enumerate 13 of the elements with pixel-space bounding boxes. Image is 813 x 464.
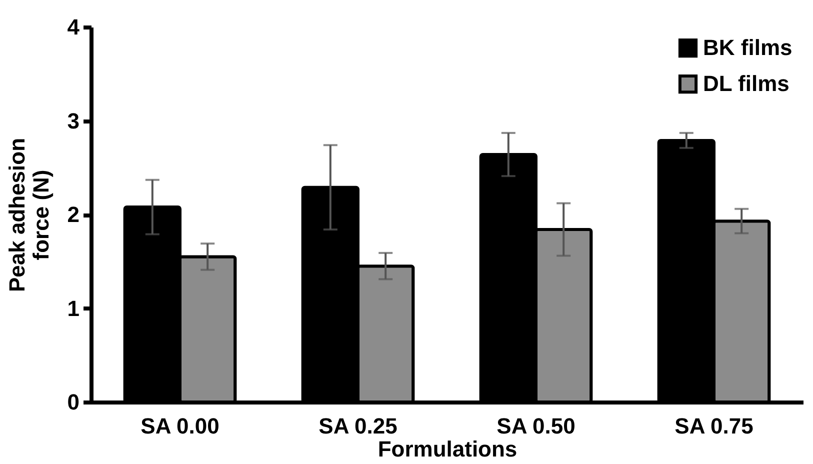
x-axis-title: Formulations xyxy=(378,436,518,462)
y-tick-label: 0 xyxy=(67,390,80,414)
legend-label: BK films xyxy=(703,35,792,60)
y-tick-label: 1 xyxy=(67,296,80,321)
x-tick-label: SA 0.00 xyxy=(140,414,220,438)
y-tick-label: 3 xyxy=(67,108,80,134)
x-tick-label: SA 0.25 xyxy=(318,414,398,438)
y-tick-label: 2 xyxy=(67,202,80,227)
y-axis-title: Peak adhesion force (N) xyxy=(4,138,54,292)
y-tick-label: 4 xyxy=(67,14,80,40)
legend-label: DL films xyxy=(703,71,790,96)
x-tick-label: SA 0.75 xyxy=(674,414,754,438)
x-tick-label: SA 0.50 xyxy=(496,414,576,438)
